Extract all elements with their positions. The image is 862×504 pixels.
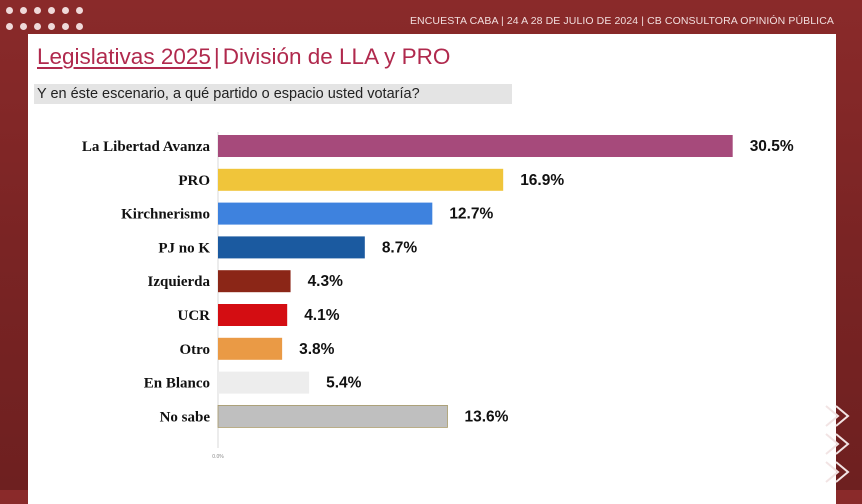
category-label: En Blanco: [144, 376, 210, 392]
slide-title: Legislativas 2025 | División de LLA y PRO: [37, 44, 450, 70]
category-label: PJ no K: [158, 240, 210, 256]
bar: [217, 404, 448, 428]
category-label: No sabe: [160, 409, 211, 425]
value-label: 13.6%: [465, 408, 509, 425]
value-label: 30.5%: [750, 138, 794, 155]
title-rest: División de LLA y PRO: [222, 44, 451, 69]
decorative-dot: [6, 23, 13, 30]
value-label: 4.1%: [304, 307, 340, 324]
bar: [218, 135, 733, 157]
value-label: 12.7%: [449, 206, 493, 223]
decorative-dots: [2, 4, 102, 38]
value-label: 4.3%: [308, 273, 344, 290]
decorative-dot: [20, 23, 27, 30]
category-label: La Libertad Avanza: [82, 139, 211, 155]
category-label: PRO: [178, 173, 210, 189]
value-label: 3.8%: [299, 341, 335, 358]
chevron-decoration-icon: [825, 405, 850, 483]
category-label: Otro: [179, 342, 210, 358]
survey-header: ENCUESTA CABA | 24 A 28 DE JULIO DE 2024…: [409, 15, 834, 27]
decorative-dot: [6, 7, 13, 14]
value-label: 16.9%: [520, 172, 564, 189]
slide-card: Legislativas 2025 | División de LLA y PRO …: [28, 34, 836, 504]
decorative-dot: [34, 7, 41, 14]
decorative-dot: [62, 23, 69, 30]
bar: [218, 202, 433, 225]
value-label: 8.7%: [382, 239, 418, 256]
bar: [218, 168, 504, 191]
x-tick-label: 0.0%: [212, 454, 224, 460]
bar-chart: La Libertad Avanza 30.5% PRO 16.9% Kirchneri…: [82, 132, 794, 460]
title-main: Legislativas 2025: [37, 44, 211, 69]
bar: [218, 304, 288, 326]
decorative-dot: [34, 23, 41, 30]
decorative-dot: [76, 7, 83, 14]
category-label: Kirchnerismo: [121, 207, 210, 223]
decorative-dot: [76, 23, 83, 30]
question-text: Y en éste escenario, a qué partido o esp…: [34, 84, 512, 104]
bar: [218, 236, 365, 259]
decorative-dot: [48, 7, 55, 14]
bar: [218, 270, 291, 293]
category-label: UCR: [178, 308, 211, 324]
decorative-dot: [48, 23, 55, 30]
decorative-dot: [20, 7, 27, 14]
bar: [218, 337, 283, 360]
category-label: Izquierda: [147, 274, 210, 290]
decorative-dot: [62, 7, 69, 14]
title-separator: |: [213, 44, 220, 69]
value-label: 5.4%: [326, 375, 362, 392]
bar: [218, 371, 310, 394]
